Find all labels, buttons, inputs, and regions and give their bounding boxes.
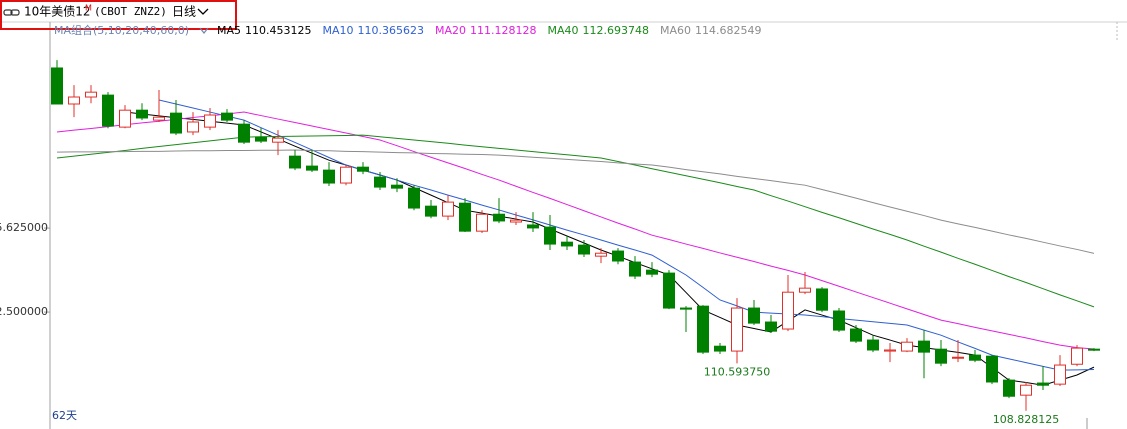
candle-body bbox=[646, 269, 658, 275]
low-annotation: 110.593750 bbox=[704, 365, 770, 378]
candle-body bbox=[1003, 379, 1015, 397]
candle-body bbox=[85, 91, 97, 98]
candle-body bbox=[187, 121, 199, 133]
legend-name: MA60 bbox=[660, 24, 691, 37]
period-chevron[interactable] bbox=[197, 8, 209, 15]
candle-body bbox=[731, 307, 743, 352]
y-tick-label: 115.625000 bbox=[0, 221, 48, 234]
candle-body bbox=[306, 165, 318, 171]
candle-body bbox=[102, 94, 114, 127]
candle-body bbox=[374, 176, 386, 188]
candle-body bbox=[714, 345, 726, 352]
legend-name: MA5 bbox=[217, 24, 241, 37]
legend-value: 110.365623 bbox=[358, 24, 424, 37]
link-icon[interactable] bbox=[3, 9, 20, 16]
plot-area: 115.625000 112.500000 110.593750 108.828125 bbox=[0, 60, 1100, 426]
candle-body bbox=[799, 287, 811, 293]
y-tick-label: 112.500000 bbox=[0, 305, 48, 318]
candle-body bbox=[765, 321, 777, 332]
candle-body bbox=[323, 169, 335, 184]
candle-body bbox=[850, 328, 862, 342]
candle-body bbox=[527, 224, 539, 229]
legend-name: MA40 bbox=[548, 24, 579, 37]
candle-body bbox=[119, 109, 131, 128]
candle-body bbox=[935, 348, 947, 364]
candle-body bbox=[425, 205, 437, 217]
candle-body bbox=[986, 355, 998, 383]
candle-body bbox=[1054, 364, 1066, 385]
legend-name: MA20 bbox=[435, 24, 466, 37]
candle-body bbox=[391, 184, 403, 189]
candle-body bbox=[493, 213, 505, 222]
candle-body bbox=[136, 109, 148, 119]
candle-body bbox=[238, 123, 250, 143]
instrument-code: (CBOT ZNZ2) bbox=[94, 5, 167, 18]
ma-line bbox=[124, 111, 1095, 386]
candle-body bbox=[612, 250, 624, 262]
candle-body bbox=[476, 213, 488, 232]
candle-body bbox=[442, 201, 454, 217]
candle-body bbox=[1037, 382, 1049, 386]
candle-body bbox=[153, 116, 165, 121]
candle-body bbox=[663, 272, 675, 309]
ma-group-label[interactable]: MA组合(5,10,20,40,60,0) bbox=[54, 23, 189, 37]
instrument-title: 10年美债12 bbox=[24, 5, 91, 19]
candle-body bbox=[884, 349, 896, 352]
candle-body bbox=[544, 226, 556, 245]
candle-body bbox=[578, 244, 590, 255]
legend-value: 110.453125 bbox=[245, 24, 311, 37]
candle-body bbox=[272, 137, 284, 143]
highlight-box bbox=[0, 0, 237, 30]
candle-body bbox=[782, 291, 794, 330]
candle-body bbox=[833, 310, 845, 331]
candle-body bbox=[170, 112, 182, 134]
candle-body bbox=[1020, 384, 1032, 396]
candle-body bbox=[510, 219, 522, 223]
candle-body bbox=[340, 166, 352, 184]
candle-body bbox=[289, 155, 301, 169]
candle-body bbox=[629, 261, 641, 277]
low-annotation: 108.828125 bbox=[993, 413, 1059, 426]
title-superscript: M bbox=[85, 4, 92, 13]
legend: MA5 110.453125 MA10 110.365623 MA20 111.12812… bbox=[217, 24, 762, 37]
candle-body bbox=[901, 341, 913, 352]
legend-value: 114.682549 bbox=[695, 24, 761, 37]
candle-body bbox=[255, 136, 267, 142]
candle-body bbox=[918, 340, 930, 353]
candle-body bbox=[357, 166, 369, 172]
candle-body bbox=[204, 114, 216, 128]
ma-line bbox=[158, 99, 1095, 371]
candle-body bbox=[816, 288, 828, 311]
legend-value: 112.693748 bbox=[583, 24, 649, 37]
ma-group-chevron[interactable] bbox=[199, 27, 209, 34]
candle-body bbox=[748, 307, 760, 324]
candle-body bbox=[969, 354, 981, 361]
candle-body bbox=[51, 67, 63, 105]
candle-body bbox=[221, 112, 233, 121]
candle-body bbox=[68, 96, 80, 105]
candle-body bbox=[595, 252, 607, 257]
candle-body bbox=[408, 187, 420, 209]
candle-body bbox=[459, 202, 471, 232]
candle-body bbox=[561, 241, 573, 247]
period-selector[interactable]: 日线 bbox=[172, 5, 196, 19]
candle-body bbox=[680, 307, 692, 310]
candle-body bbox=[952, 356, 964, 359]
legend-value: 111.128128 bbox=[470, 24, 536, 37]
day-count: 62天 bbox=[52, 409, 77, 422]
ma-line bbox=[56, 149, 1095, 254]
candle-body bbox=[1088, 348, 1100, 351]
legend-name: MA10 bbox=[323, 24, 354, 37]
ma-line bbox=[56, 134, 1095, 308]
candle-body bbox=[697, 305, 709, 353]
candle-body bbox=[867, 339, 879, 351]
candle-body bbox=[1071, 347, 1083, 365]
